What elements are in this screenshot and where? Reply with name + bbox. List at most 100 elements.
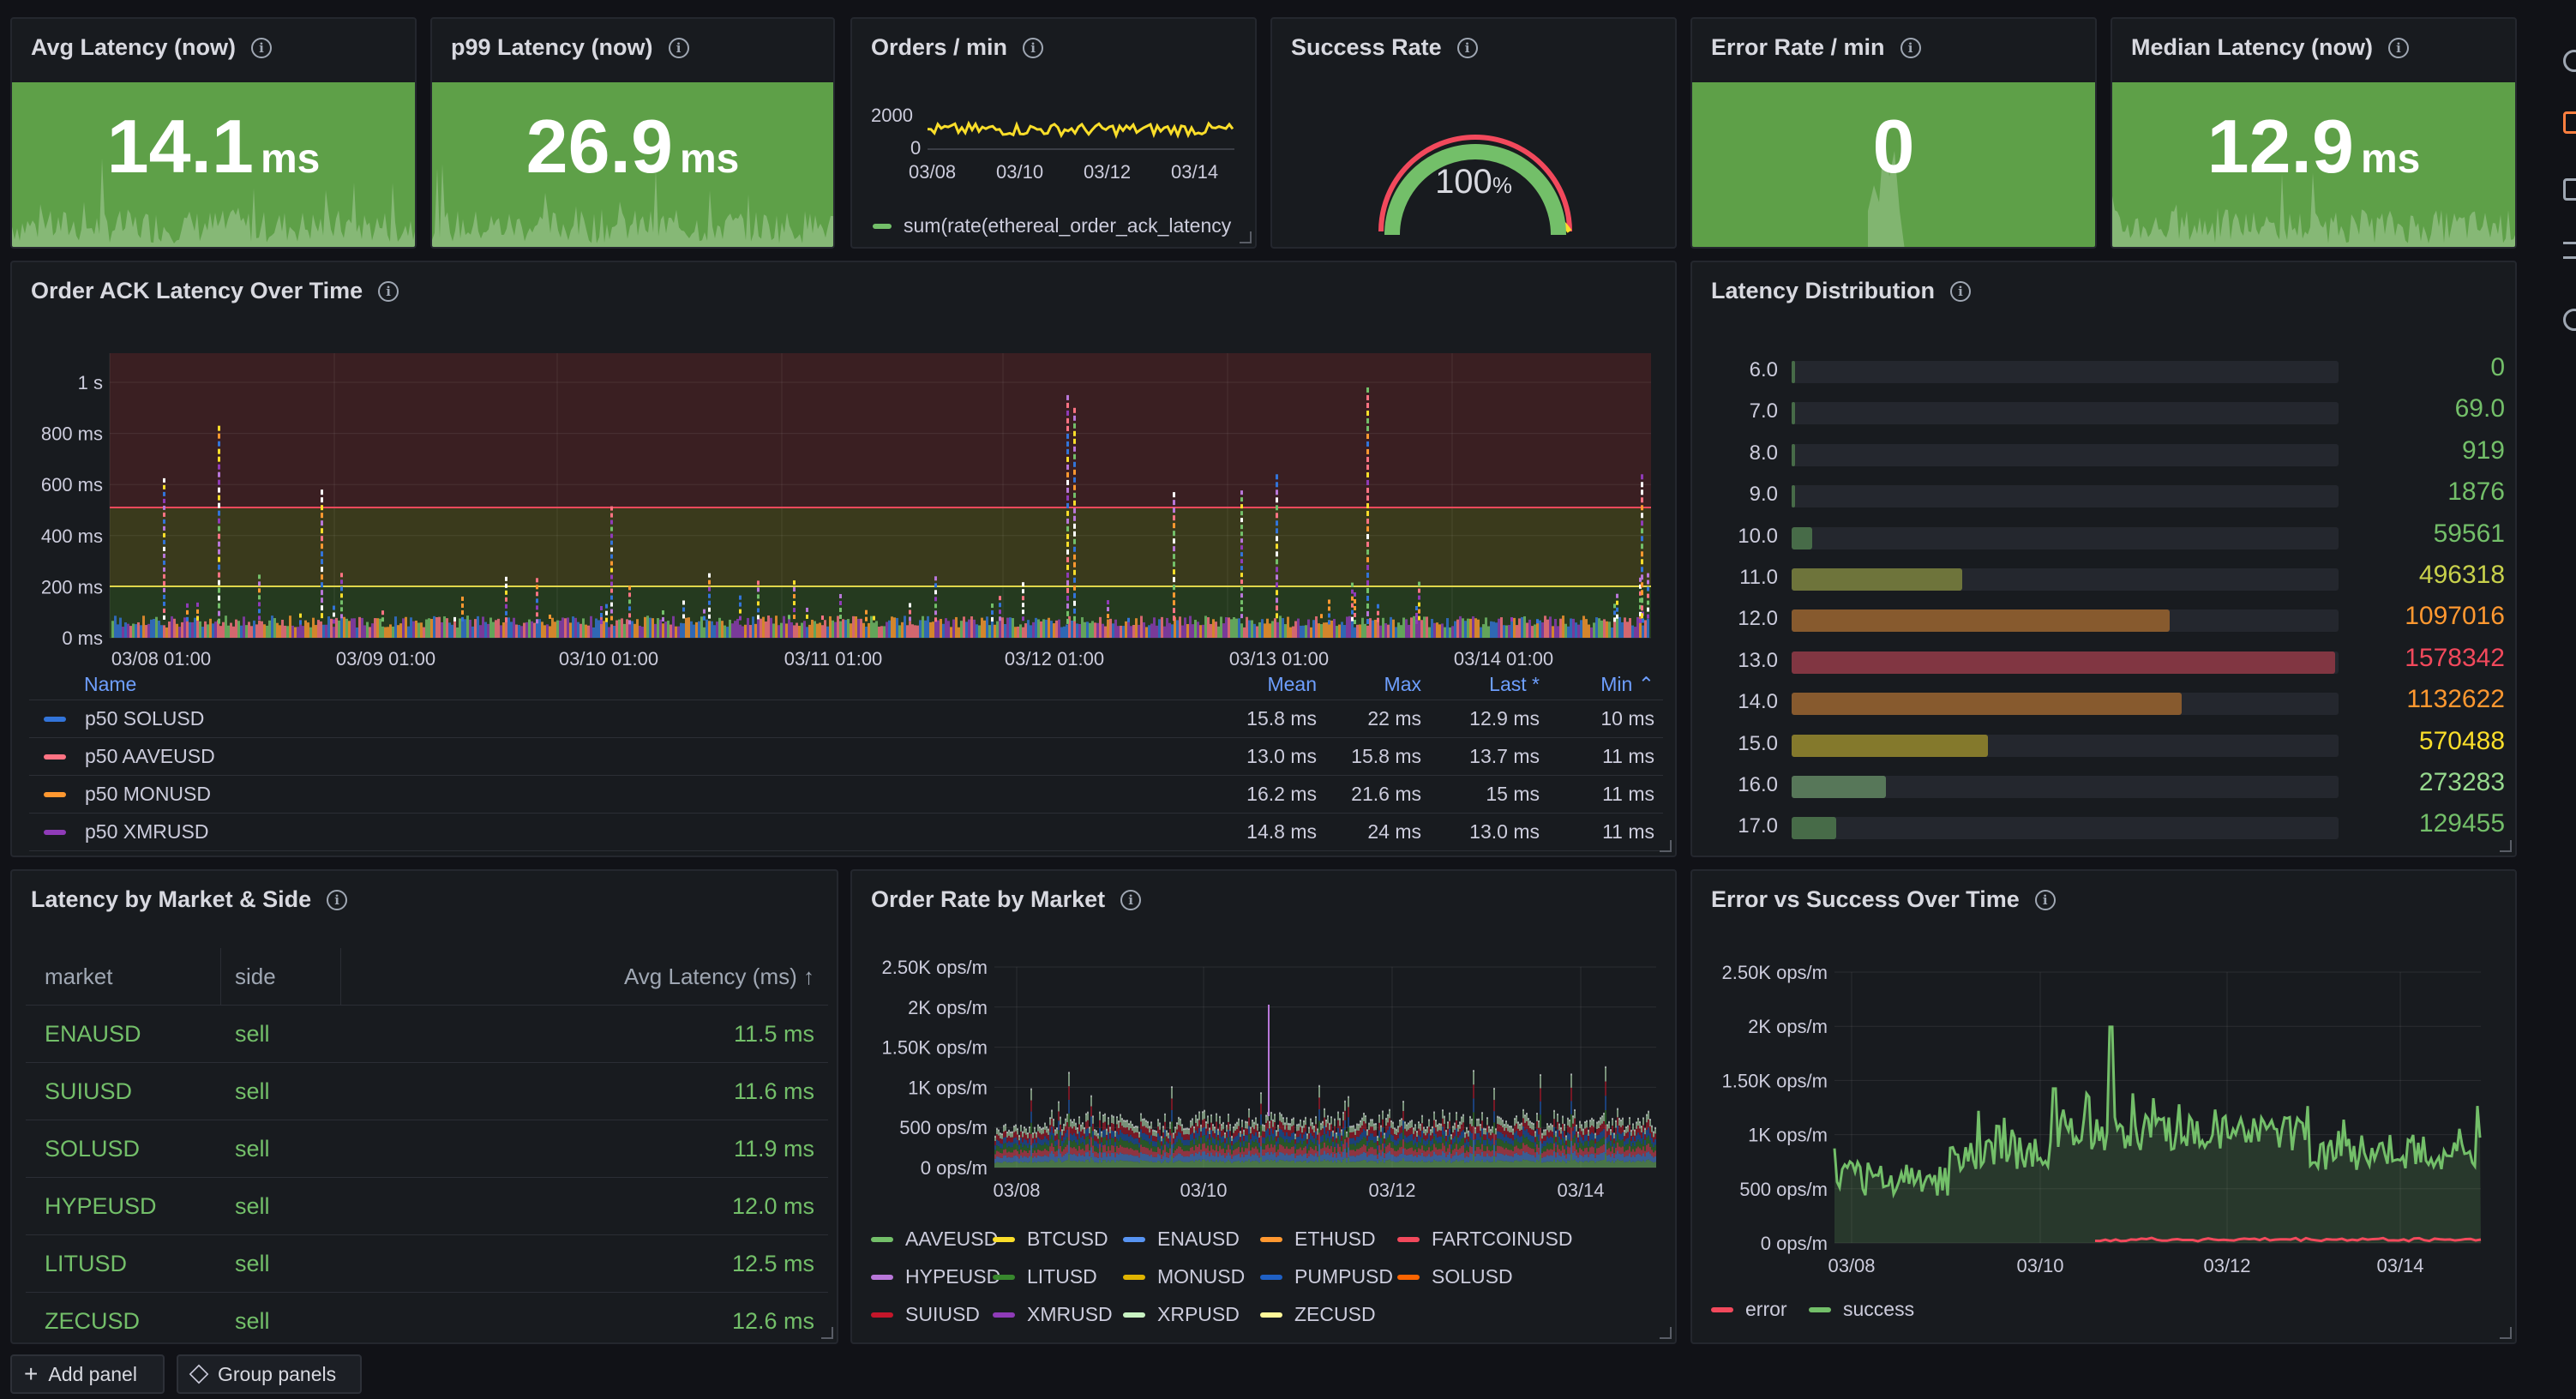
bar-fill <box>1792 734 1989 757</box>
col-name[interactable]: Name <box>84 673 137 696</box>
legend-row[interactable]: p50 MONUSD 16.2 ms 21.6 ms 15 ms 11 ms <box>29 775 1663 813</box>
order-rate-panel[interactable]: Order Rate by Market i 2.50K ops/m 2K ops/… <box>850 869 1677 1344</box>
bar-fill <box>1792 817 1836 840</box>
table-row[interactable]: LITUSD sell 12.5 ms <box>26 1235 828 1293</box>
bar-label: 6.0 <box>1749 358 1778 381</box>
bar-track <box>1792 485 2339 508</box>
col-last[interactable]: Last * <box>1489 673 1540 696</box>
legend-item[interactable]: PUMPUSD <box>1260 1265 1393 1288</box>
legend-item[interactable]: error <box>1711 1298 1787 1321</box>
bar-gauge-row[interactable]: 9.0 1876 <box>1692 477 2515 512</box>
col-max[interactable]: Max <box>1384 673 1421 696</box>
info-icon[interactable]: i <box>327 889 348 910</box>
legend-item[interactable]: SUIUSD <box>871 1303 980 1326</box>
bar-gauge-row[interactable]: 10.0 59561 <box>1692 519 2515 554</box>
col-market[interactable]: market <box>26 948 221 1005</box>
legend-item[interactable]: MONUSD <box>1123 1265 1245 1288</box>
bar-gauge-row[interactable]: 16.0 273283 <box>1692 768 2515 802</box>
panel-title: p99 Latency (now) <box>451 34 653 60</box>
resize-handle[interactable] <box>1660 840 1672 852</box>
legend-item[interactable]: sum(rate(ethereal_order_ack_latency <box>873 214 1231 237</box>
info-icon[interactable]: i <box>1900 37 1921 58</box>
legend-item[interactable]: ZECUSD <box>1260 1303 1376 1326</box>
table-row[interactable]: SUIUSD sell 11.6 ms <box>26 1063 828 1120</box>
panel-title: Error vs Success Over Time <box>1711 886 2020 912</box>
info-icon[interactable]: i <box>1456 37 1478 58</box>
legend-item[interactable]: ENAUSD <box>1123 1228 1240 1251</box>
ack-latency-panel[interactable]: Order ACK Latency Over Time i 1 s 800 ms 60… <box>10 261 1677 857</box>
error-vs-success-panel[interactable]: Error vs Success Over Time i 2.50K ops/m 2… <box>1690 869 2517 1344</box>
list-icon[interactable] <box>2563 242 2576 259</box>
legend-row[interactable]: p50 AAVEUSD 13.0 ms 15.8 ms 13.7 ms 11 ms <box>29 737 1663 775</box>
group-panels-button[interactable]: Group panels <box>177 1354 362 1394</box>
p99-latency-panel[interactable]: p99 Latency (now) i 26.9 ms <box>430 17 835 249</box>
info-icon[interactable]: i <box>668 37 689 58</box>
add-panel-button[interactable]: + Add panel <box>10 1354 165 1394</box>
series-last: 12.9 ms <box>1469 706 1540 730</box>
legend-item[interactable]: SOLUSD <box>1397 1265 1513 1288</box>
series-min: 11 ms <box>1602 744 1654 767</box>
col-mean[interactable]: Mean <box>1267 673 1317 696</box>
bar-gauge-row[interactable]: 15.0 570488 <box>1692 727 2515 761</box>
table-row[interactable]: SOLUSD sell 11.9 ms <box>26 1120 828 1178</box>
legend-item[interactable]: HYPEUSD <box>871 1265 1000 1288</box>
legend-row[interactable]: p50 SOLUSD 15.8 ms 22 ms 12.9 ms 10 ms <box>29 700 1663 737</box>
table-row[interactable]: ZECUSD sell 12.6 ms <box>26 1293 828 1342</box>
resize-handle[interactable] <box>2500 1327 2512 1339</box>
success-rate-panel[interactable]: Success Rate i 100% <box>1270 17 1677 249</box>
legend-item[interactable]: AAVEUSD <box>871 1228 998 1251</box>
resize-handle[interactable] <box>1660 1327 1672 1339</box>
latency-distribution-panel[interactable]: Latency Distribution i 6.0 0 7.0 69.0 8.0 919 9… <box>1690 261 2517 857</box>
median-latency-panel[interactable]: Median Latency (now) i 12.9 ms <box>2111 17 2517 249</box>
legend-row[interactable]: p50 XMRUSD 14.8 ms 24 ms 13.0 ms 11 ms <box>29 813 1663 850</box>
info-icon[interactable] <box>2563 309 2576 331</box>
legend-item[interactable]: XRPUSD <box>1123 1303 1240 1326</box>
bar-gauge-row[interactable]: 17.0 129455 <box>1692 809 2515 844</box>
bar-gauge-row[interactable]: 8.0 919 <box>1692 436 2515 471</box>
bar-track <box>1792 568 2339 591</box>
bar-gauge-row[interactable]: 14.0 1132622 <box>1692 685 2515 719</box>
series-max: 21.6 ms <box>1351 782 1421 805</box>
latency-by-market-panel[interactable]: Latency by Market & Side i market side Av… <box>10 869 838 1344</box>
settings-icon[interactable] <box>2563 50 2576 72</box>
legend-item[interactable]: success <box>1809 1298 1914 1321</box>
stat-background: 14.1 ms <box>12 82 415 247</box>
bar-label: 13.0 <box>1738 648 1778 672</box>
panel-title: Success Rate <box>1291 34 1442 60</box>
legend-label: XMRUSD <box>1027 1303 1113 1325</box>
avg-latency-panel[interactable]: Avg Latency (now) i 14.1 ms <box>10 17 417 249</box>
error-rate-panel[interactable]: Error Rate / min i 0 <box>1690 17 2097 249</box>
bar-gauge-row[interactable]: 13.0 1578342 <box>1692 644 2515 678</box>
y-tick-label: 1K ops/m <box>1748 1125 1828 1146</box>
table-row[interactable]: ENAUSD sell 11.5 ms <box>26 1006 828 1063</box>
table-row[interactable]: HYPEUSD sell 12.0 ms <box>26 1178 828 1235</box>
info-icon[interactable]: i <box>378 280 399 302</box>
legend-item[interactable]: LITUSD <box>993 1265 1097 1288</box>
bar-track <box>1792 361 2339 383</box>
info-icon[interactable]: i <box>2034 889 2056 910</box>
edit-icon[interactable] <box>2563 111 2576 134</box>
info-icon[interactable]: i <box>1023 37 1044 58</box>
resize-handle[interactable] <box>1240 231 1252 243</box>
series-last: 13.7 ms <box>1469 744 1540 767</box>
orders-per-min-panel[interactable]: Orders / min i 2000 0 03/08 03/10 03/12 0… <box>850 17 1257 249</box>
bar-gauge-row[interactable]: 12.0 1097016 <box>1692 602 2515 636</box>
legend-item[interactable]: XMRUSD <box>993 1303 1113 1326</box>
series-mean: 15.8 ms <box>1246 706 1317 730</box>
share-icon[interactable] <box>2563 178 2576 201</box>
series-name: p50 XMRUSD <box>85 820 209 843</box>
info-icon[interactable]: i <box>2388 37 2410 58</box>
legend-item[interactable]: FARTCOINUSD <box>1397 1228 1572 1251</box>
info-icon[interactable]: i <box>1120 889 1142 910</box>
bar-gauge-row[interactable]: 7.0 69.0 <box>1692 394 2515 429</box>
bar-fill <box>1792 361 1795 383</box>
resize-handle[interactable] <box>821 1327 833 1339</box>
info-icon[interactable]: i <box>1950 280 1972 302</box>
info-icon[interactable]: i <box>251 37 273 58</box>
resize-handle[interactable] <box>2500 840 2512 852</box>
legend-item[interactable]: ETHUSD <box>1260 1228 1376 1251</box>
bar-gauge-row[interactable]: 6.0 0 <box>1692 353 2515 387</box>
bar-gauge-row[interactable]: 11.0 496318 <box>1692 561 2515 595</box>
legend-item[interactable]: BTCUSD <box>993 1228 1108 1251</box>
col-side[interactable]: side <box>221 948 341 1005</box>
